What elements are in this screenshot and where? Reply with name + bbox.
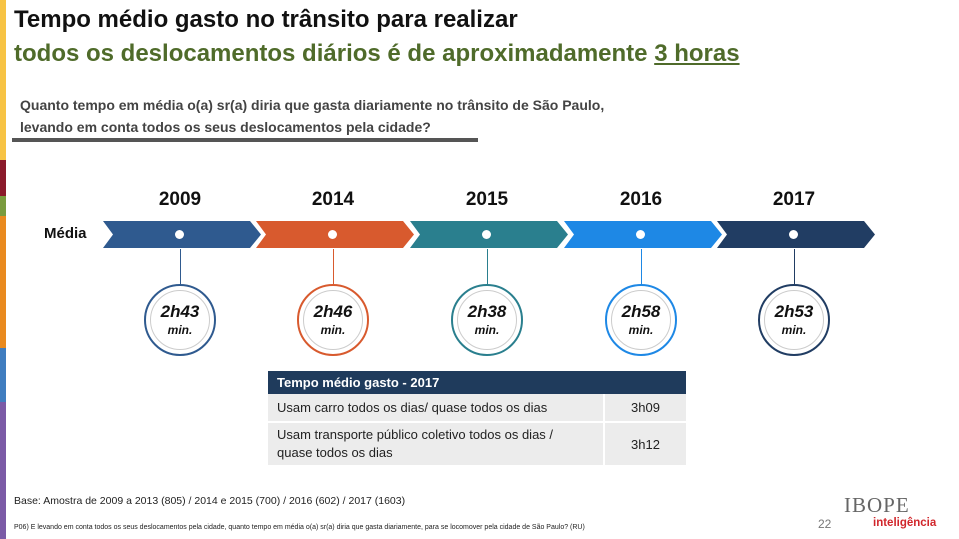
- value-bubble-2016: 2h58 min.: [605, 284, 677, 356]
- timeline-dot: [175, 230, 184, 239]
- value-bubble-2015: 2h38 min.: [451, 284, 523, 356]
- title-highlight: 3 horas: [654, 40, 740, 67]
- timeline-arrow-2009: [103, 221, 261, 248]
- bubble-unit: min.: [474, 323, 500, 337]
- bubble-unit: min.: [320, 323, 346, 337]
- table-header: Tempo médio gasto - 2017: [268, 371, 686, 394]
- timeline-arrow-2014: [256, 221, 414, 248]
- connector-line: [487, 249, 488, 285]
- bubble-inner-ring: [611, 290, 671, 350]
- year-label-2017: 2017: [772, 189, 816, 210]
- table-row: Usam transporte público coletivo todos o…: [268, 422, 686, 467]
- question-footnote: P06) E levando em conta todos os seus de…: [14, 524, 585, 531]
- year-label-2015: 2015: [465, 189, 509, 210]
- table-row: Usam carro todos os dias/ quase todos os…: [268, 394, 686, 423]
- bubble-value: 2h53: [774, 302, 814, 321]
- slide-title-line2: todos os deslocamentos diários é de apro…: [14, 40, 740, 68]
- page-number: 22: [818, 517, 832, 531]
- connector-line: [333, 249, 334, 285]
- table-row-value: 3h09: [604, 394, 686, 423]
- value-bubble-2009: 2h43 min.: [144, 284, 216, 356]
- year-label-2014: 2014: [311, 189, 355, 210]
- ibope-logo-subtitle: inteligência: [873, 517, 937, 529]
- table-row-value: 3h12: [604, 422, 686, 467]
- slide-title-line1: Tempo médio gasto no trânsito para reali…: [14, 6, 518, 33]
- bubble-inner-ring: [764, 290, 824, 350]
- timeline-dot: [636, 230, 645, 239]
- question-underline: [12, 138, 478, 142]
- connector-line: [794, 249, 795, 285]
- bubble-inner-ring: [303, 290, 363, 350]
- time-by-mode-table: Tempo médio gasto - 2017 Usam carro todo…: [268, 371, 686, 467]
- timeline-row-label: Média: [44, 225, 87, 242]
- row-label-line1: Usam transporte público coletivo todos o…: [277, 427, 554, 442]
- title-line2-text: todos os deslocamentos diários é de apro…: [14, 40, 655, 67]
- left-accent-bar: [0, 0, 6, 539]
- bubble-value: 2h58: [621, 302, 661, 321]
- bubble-value: 2h38: [467, 302, 507, 321]
- connector-line: [180, 249, 181, 285]
- bubble-unit: min.: [167, 323, 193, 337]
- table-row-label: Usam transporte público coletivo todos o…: [268, 422, 605, 467]
- bubble-value: 2h46: [313, 302, 353, 321]
- timeline-dot: [482, 230, 491, 239]
- ibope-logo: IBOPE: [844, 493, 910, 517]
- bubble-value: 2h43: [160, 302, 200, 321]
- timeline-arrow-2016: [564, 221, 722, 248]
- row-label-line2: quase todos os dias: [277, 445, 393, 460]
- year-label-2016: 2016: [619, 189, 663, 210]
- timeline-dot: [328, 230, 337, 239]
- table-row-label: Usam carro todos os dias/ quase todos os…: [268, 394, 605, 423]
- connector-line: [641, 249, 642, 285]
- bubble-unit: min.: [781, 323, 807, 337]
- bubble-unit: min.: [628, 323, 654, 337]
- question-line2: levando em conta todos os seus deslocame…: [20, 119, 431, 135]
- timeline-arrow-2017: [717, 221, 875, 248]
- timeline-dot: [789, 230, 798, 239]
- value-bubble-2017: 2h53 min.: [758, 284, 830, 356]
- timeline-arrow-2015: [410, 221, 568, 248]
- survey-question: Quanto tempo em média o(a) sr(a) diria q…: [20, 94, 604, 138]
- bubble-inner-ring: [457, 290, 517, 350]
- base-note: Base: Amostra de 2009 a 2013 (805) / 201…: [14, 495, 406, 507]
- value-bubble-2014: 2h46 min.: [297, 284, 369, 356]
- year-label-2009: 2009: [158, 189, 202, 210]
- question-line1: Quanto tempo em média o(a) sr(a) diria q…: [20, 97, 605, 113]
- bubble-inner-ring: [150, 290, 210, 350]
